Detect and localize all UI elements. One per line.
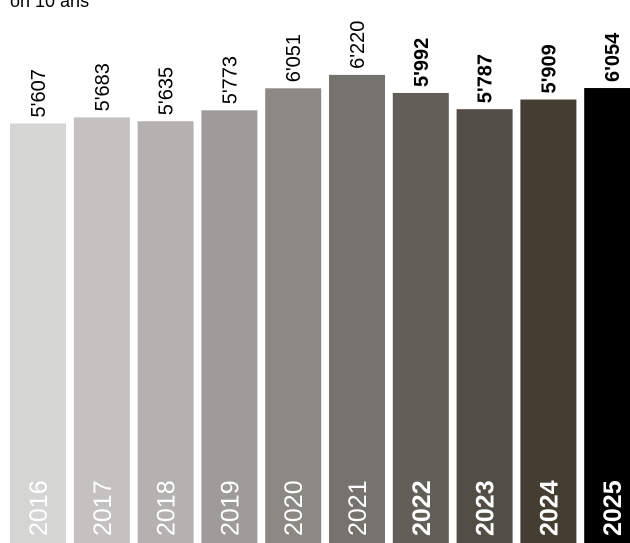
year-label-2016: 2016 [25,480,53,536]
year-label-2022: 2022 [408,480,436,536]
bar-2023 [456,109,513,543]
year-label-2017: 2017 [89,480,117,536]
year-label-2024: 2024 [535,480,563,536]
year-label-2023: 2023 [472,480,500,536]
value-label-2021: 6'220 [347,21,369,69]
year-label-2018: 2018 [153,480,181,536]
bar-2019 [201,110,258,543]
bar-2022 [392,92,449,543]
bar-2018 [137,121,194,543]
value-label-2019: 5'773 [219,56,241,104]
bar-2024 [520,99,577,543]
year-label-2020: 2020 [280,480,308,536]
value-label-2016: 5'607 [28,69,50,117]
bar-2016 [10,123,66,543]
year-label-2025: 2025 [599,480,627,536]
value-label-2017: 5'683 [92,63,114,111]
page-title: on 10 ans [10,0,90,11]
bar-2021 [329,74,385,543]
year-label-2019: 2019 [216,480,244,536]
year-label-2021: 2021 [344,480,372,536]
value-label-2025: 6'054 [602,32,624,82]
bar-2020 [265,88,322,543]
bar-2025 [584,88,630,543]
value-label-2020: 6'051 [283,34,305,82]
bar-2017 [73,117,130,543]
value-label-2022: 5'992 [411,38,433,87]
value-label-2024: 5'909 [538,44,560,93]
value-label-2018: 5'635 [156,67,178,115]
value-label-2023: 5'787 [475,54,497,103]
